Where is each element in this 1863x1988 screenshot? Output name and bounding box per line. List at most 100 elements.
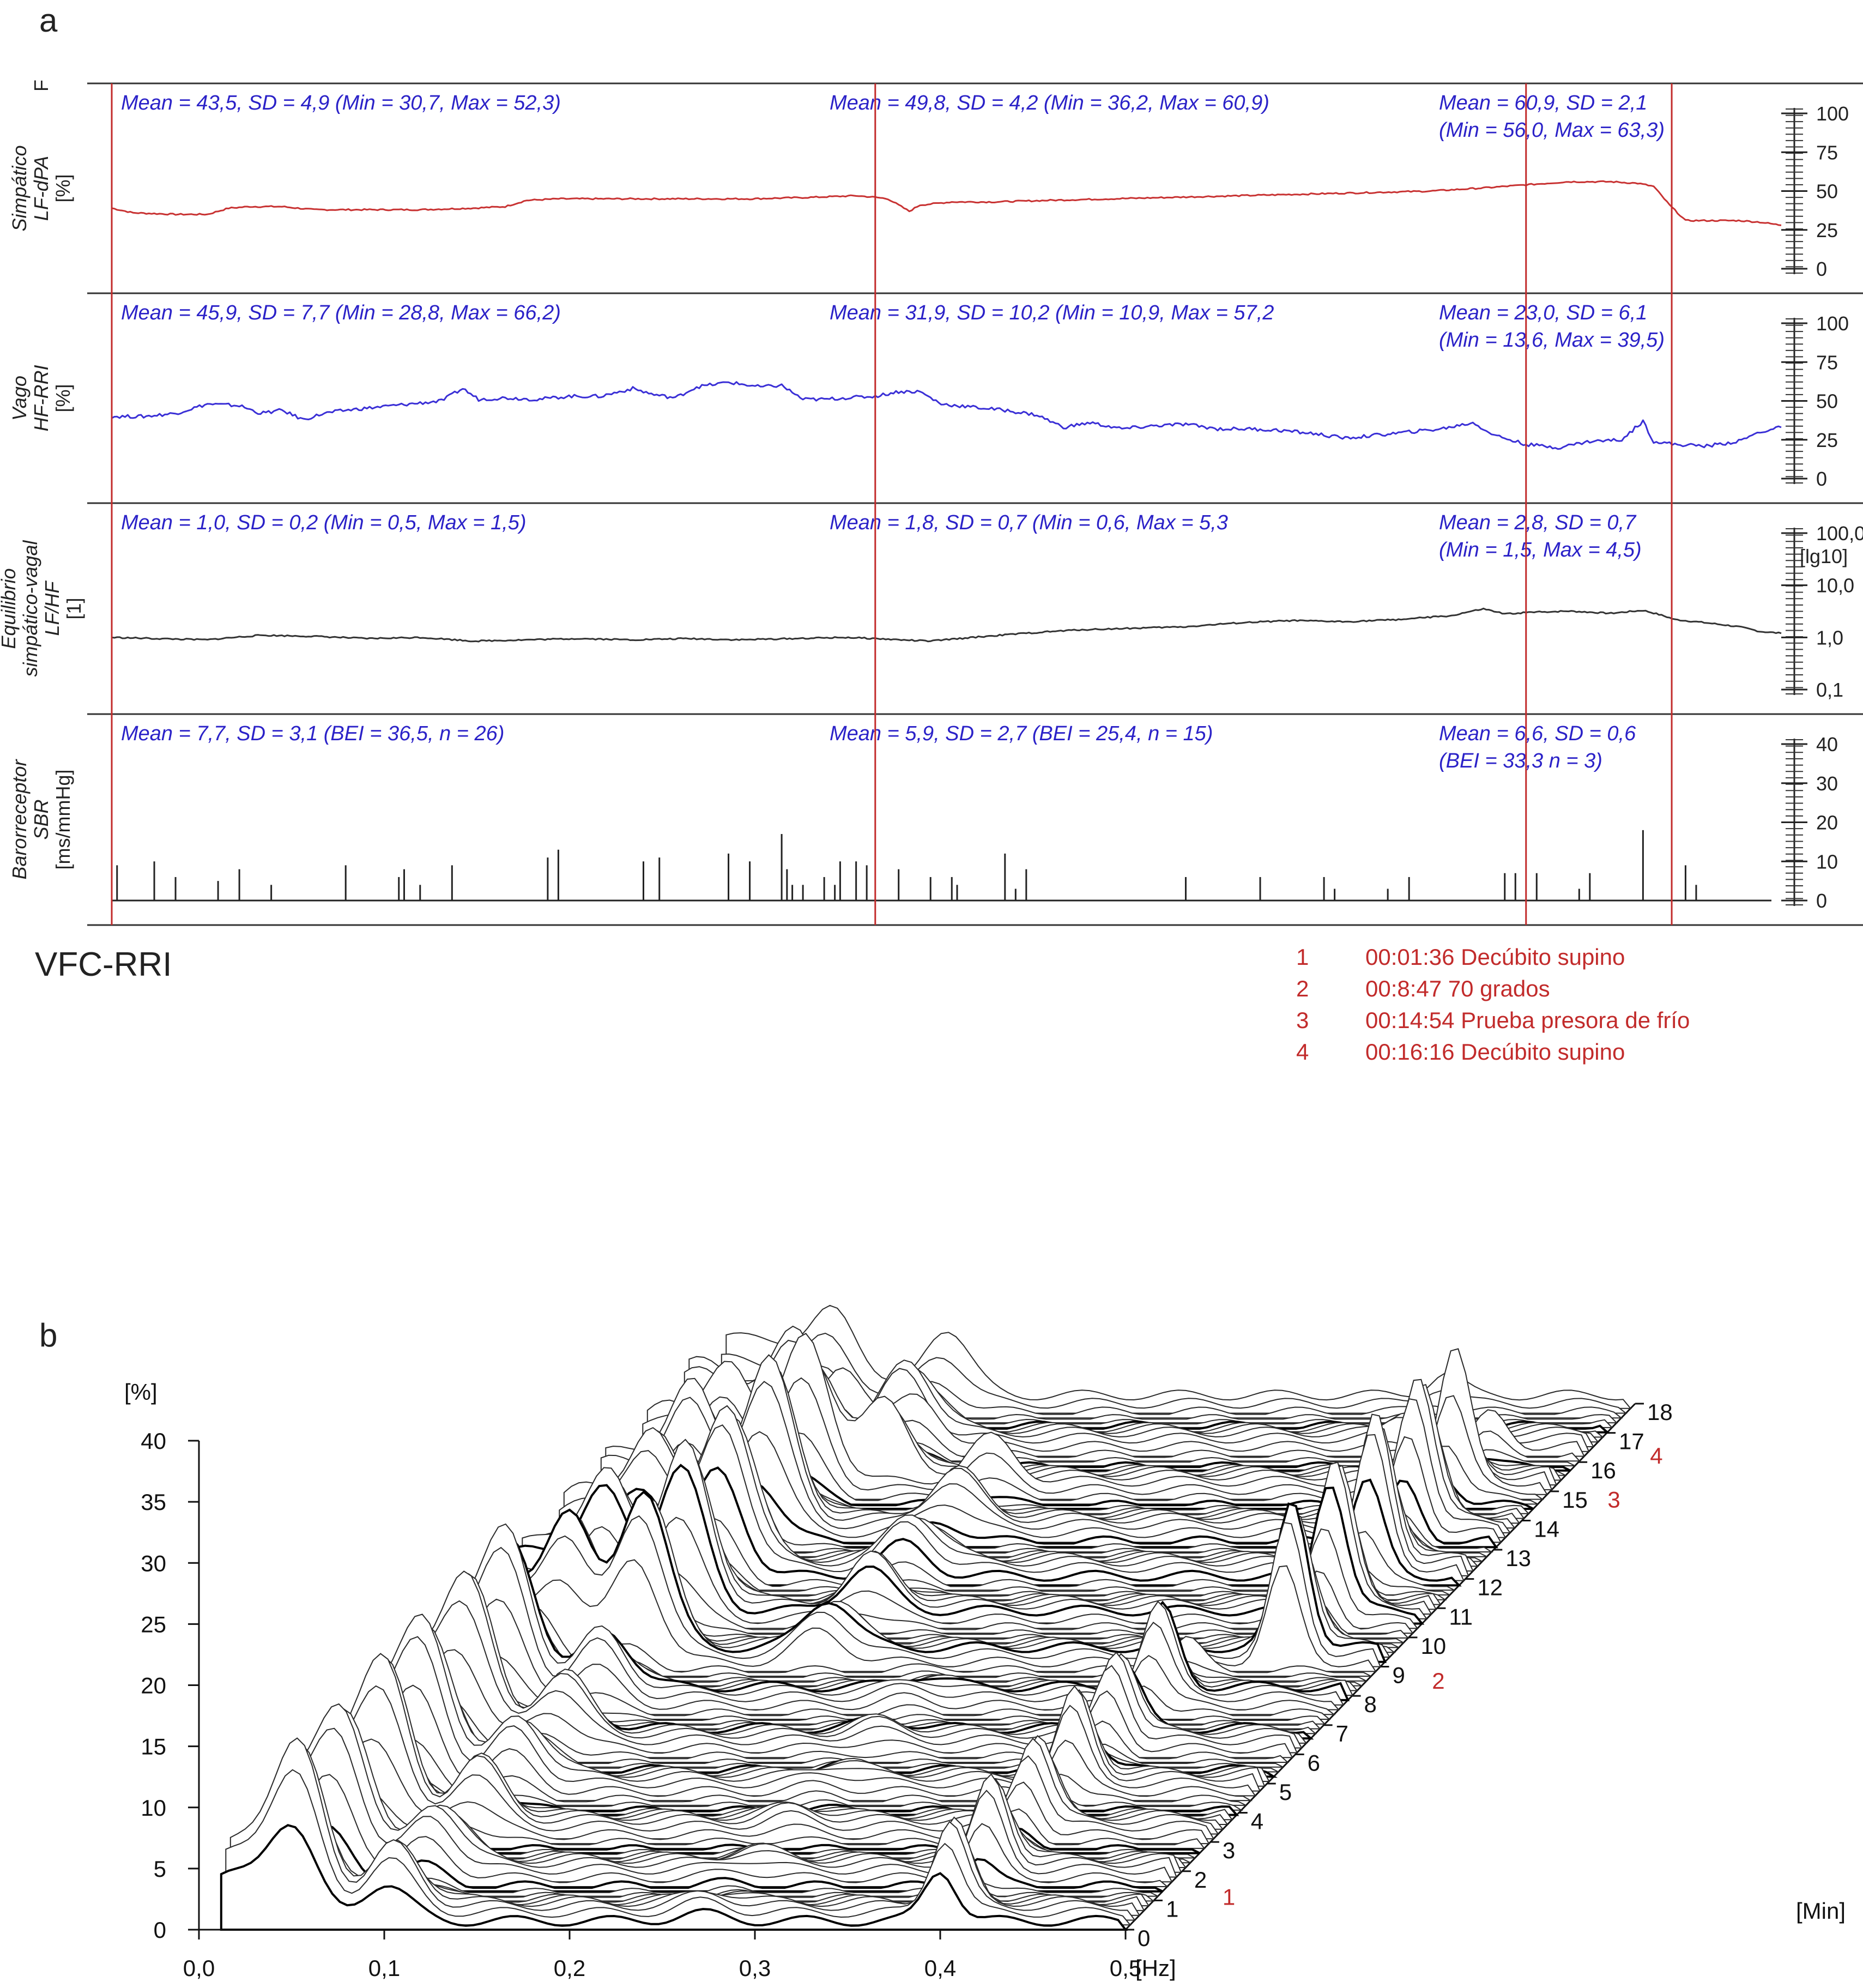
- minutes-tick-label-9: 9: [1393, 1663, 1405, 1688]
- event-1-number: 1: [1296, 944, 1309, 970]
- percent-tick-label-15: 15: [141, 1734, 166, 1760]
- percent-tick-label-30: 30: [141, 1550, 166, 1576]
- panel-b-letter: b: [39, 1317, 57, 1353]
- frequency-axis-label: [Hz]: [1135, 1955, 1176, 1981]
- vagal-ylabel-line-0: Vago: [8, 376, 31, 421]
- sympathetic-ytick-label: 50: [1816, 180, 1838, 203]
- frequency-tick-label-1: 0,1: [368, 1955, 400, 1981]
- sympathetic-trace: [111, 180, 1782, 226]
- vagal-ytick-label: 100: [1816, 312, 1849, 335]
- event-2-number: 2: [1296, 976, 1309, 1001]
- baroreceptor-stats-2-line2: (BEI = 33,3 n = 3): [1439, 750, 1602, 772]
- percent-tick-label-10: 10: [141, 1795, 166, 1821]
- balance-ytick-label: 1,0: [1816, 626, 1843, 649]
- baroreceptor-stats-2: Mean = 6,6, SD = 0,6: [1439, 722, 1636, 745]
- minutes-tick-label-6: 6: [1308, 1750, 1320, 1775]
- minutes-tick-label-1: 1: [1166, 1896, 1178, 1921]
- minutes-tick-label-8: 8: [1364, 1691, 1377, 1717]
- percent-axis-label: [%]: [124, 1379, 158, 1405]
- balance-scale-label: [lg10]: [1800, 545, 1848, 567]
- minutes-tick-label-2: 2: [1194, 1867, 1207, 1893]
- vagal-ytick-label: 75: [1816, 351, 1838, 373]
- panel-a-letter: a: [39, 2, 58, 39]
- sympathetic-stats-0: Mean = 43,5, SD = 4,9 (Min = 30,7, Max =…: [121, 92, 561, 114]
- balance-ytick-label: 10,0: [1816, 575, 1854, 597]
- panel-a-top-stub: F: [30, 80, 52, 92]
- sympathetic-ylabel-line-0: Simpático: [8, 145, 31, 231]
- frequency-tick-label-5: 0,5: [1110, 1955, 1141, 1981]
- event-2-text: 00:8:47 70 grados: [1365, 976, 1550, 1001]
- percent-tick-label-35: 35: [141, 1489, 166, 1515]
- waterfall-marker-3: 3: [1607, 1487, 1620, 1512]
- minutes-tick-label-17: 17: [1619, 1429, 1644, 1454]
- vagal-trace: [111, 381, 1782, 450]
- balance-ylabel-line-0: Equilibrio: [0, 568, 20, 649]
- sympathetic-ytick-label: 100: [1816, 102, 1849, 125]
- sympathetic-ytick-label: 25: [1816, 219, 1838, 241]
- spectrum-line-0: [220, 1824, 1128, 1931]
- vagal-stats-0: Mean = 45,9, SD = 7,7 (Min = 28,8, Max =…: [121, 301, 561, 324]
- percent-tick-label-20: 20: [141, 1673, 166, 1699]
- balance-stats-2-line2: (Min = 1,5, Max = 4,5): [1439, 539, 1642, 561]
- sympathetic-stats-1: Mean = 49,8, SD = 4,2 (Min = 36,2, Max =…: [830, 92, 1269, 114]
- baroreceptor-ylabel-line-0: Barorreceptor: [8, 758, 31, 879]
- vfc-title: VFC-RRI: [35, 946, 172, 983]
- vagal-ytick-label: 50: [1816, 390, 1838, 413]
- event-4-number: 4: [1296, 1039, 1309, 1065]
- minutes-tick-label-5: 5: [1279, 1779, 1292, 1805]
- balance-stats-1: Mean = 1,8, SD = 0,7 (Min = 0,6, Max = 5…: [830, 511, 1228, 534]
- minutes-tick-label-11: 11: [1449, 1604, 1473, 1629]
- minutes-tick-label-0: 0: [1138, 1925, 1150, 1951]
- baroreceptor-ylabel-line-1: SBR: [30, 799, 52, 839]
- sympathetic-ytick-label: 0: [1816, 258, 1827, 280]
- event-1-text: 00:01:36 Decúbito supino: [1365, 944, 1625, 970]
- minutes-tick-label-4: 4: [1251, 1809, 1263, 1834]
- balance-ylabel-line-3: [1]: [63, 597, 85, 619]
- minutes-tick-label-13: 13: [1505, 1545, 1531, 1571]
- baroreceptor-stats-0: Mean = 7,7, SD = 3,1 (BEI = 36,5, n = 26…: [121, 722, 504, 745]
- minutes-tick-label-7: 7: [1336, 1721, 1348, 1747]
- sympathetic-stats-2-line2: (Min = 56,0, Max = 63,3): [1439, 119, 1665, 142]
- vagal-ytick-label: 0: [1816, 468, 1827, 490]
- vagal-ylabel-line-2: [%]: [52, 384, 74, 412]
- baroreceptor-ytick-label: 40: [1816, 733, 1838, 756]
- frequency-tick-label-2: 0,2: [554, 1955, 585, 1981]
- vagal-ylabel-line-1: HF-RRI: [30, 365, 52, 432]
- baroreceptor-ytick-label: 20: [1816, 812, 1838, 834]
- minutes-tick-label-10: 10: [1420, 1633, 1446, 1659]
- percent-tick-label-40: 40: [141, 1428, 166, 1454]
- vagal-stats-2-line2: (Min = 13,6, Max = 39,5): [1439, 329, 1665, 352]
- frequency-tick-label-0: 0,0: [183, 1955, 215, 1981]
- balance-stats-0: Mean = 1,0, SD = 0,2 (Min = 0,5, Max = 1…: [121, 511, 527, 534]
- frequency-tick-label-3: 0,3: [739, 1955, 771, 1981]
- balance-ylabel-line-2: LF/HF: [41, 580, 63, 636]
- balance-trace: [111, 607, 1782, 643]
- minutes-tick-label-15: 15: [1562, 1487, 1588, 1513]
- sympathetic-stats-2: Mean = 60,9, SD = 2,1: [1439, 92, 1647, 114]
- event-4-text: 00:16:16 Decúbito supino: [1365, 1039, 1625, 1065]
- minutes-axis-label: [Min]: [1796, 1898, 1846, 1924]
- sympathetic-ylabel-line-1: LF-dPA: [30, 156, 52, 221]
- sympathetic-ytick-label: 75: [1816, 141, 1838, 164]
- baroreceptor-stats-1: Mean = 5,9, SD = 2,7 (BEI = 25,4, n = 15…: [830, 722, 1213, 745]
- baroreceptor-ytick-label: 30: [1816, 772, 1838, 795]
- baroreceptor-ylabel-line-2: [ms/mmHg]: [52, 770, 74, 870]
- vagal-stats-2: Mean = 23,0, SD = 6,1: [1439, 301, 1647, 324]
- minutes-tick-label-14: 14: [1534, 1516, 1559, 1542]
- frequency-tick-label-4: 0,4: [924, 1955, 956, 1981]
- waterfall-marker-2: 2: [1432, 1668, 1444, 1694]
- percent-tick-label-25: 25: [141, 1611, 166, 1637]
- events-legend: 1 00:01:36 Decúbito supino 2 00:8:47 70 gra…: [1296, 944, 1690, 1065]
- sympathetic-ylabel-line-2: [%]: [52, 174, 74, 202]
- minutes-tick-label-16: 16: [1590, 1458, 1616, 1483]
- event-3-text: 00:14:54 Prueba presora de frío: [1365, 1007, 1690, 1033]
- minutes-tick-label-12: 12: [1477, 1575, 1503, 1600]
- panel-b-waterfall: 0123456789101112131415161718[Min]12340,0…: [124, 1304, 1846, 1981]
- balance-ylabel-line-1: simpático-vagal: [19, 540, 41, 676]
- balance-ytick-label: 100,0: [1816, 522, 1863, 545]
- event-3-number: 3: [1296, 1007, 1309, 1033]
- vagal-stats-1: Mean = 31,9, SD = 10,2 (Min = 10,9, Max …: [830, 301, 1274, 324]
- balance-stats-2: Mean = 2,8, SD = 0,7: [1439, 511, 1637, 534]
